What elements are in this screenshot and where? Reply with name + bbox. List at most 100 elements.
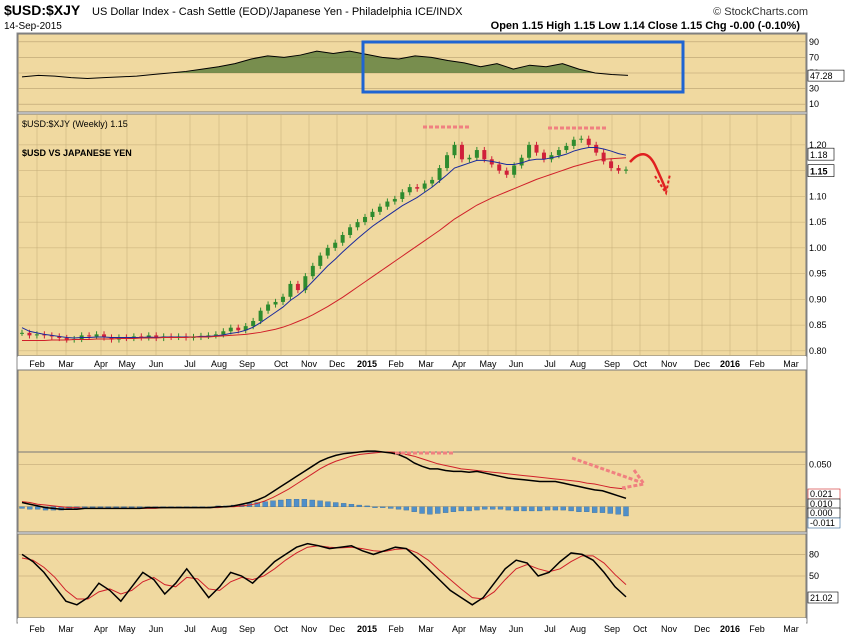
price-current-label: 1.18 [810,150,828,160]
candle-body [87,335,92,337]
macd-histogram-bar [615,506,621,515]
candle-body [504,170,509,175]
price-x-label: Jul [184,359,196,369]
macd-histogram-bar [466,506,472,512]
macd-histogram-bar [513,506,519,512]
candle-body [609,161,614,169]
macd-current-label: 0.000 [810,508,833,518]
price-x-label: Sep [604,359,620,369]
rsi-tick-label: 70 [809,52,819,62]
candle-body [139,336,144,338]
price-x-label: Oct [633,359,648,369]
macd-histogram-bar [380,506,386,508]
bottom-x-label: Nov [661,624,678,634]
macd-histogram-bar [97,506,104,508]
macd-histogram-bar [544,506,551,511]
bottom-x-label: Oct [274,624,289,634]
price-x-label: Mar [418,359,434,369]
macd-histogram-bar [552,506,559,511]
candle-body [564,145,569,151]
candle-body [467,157,472,160]
bottom-x-label: Jun [149,624,164,634]
macd-histogram-bar [105,506,111,508]
candle-body [541,152,546,160]
candle-body [437,168,442,180]
macd-current-label: 0.010 [810,499,833,509]
macd-histogram-bar [325,501,331,507]
candle-body [258,310,263,321]
candle-body [213,334,218,336]
bottom-x-label: Dec [329,624,346,634]
macd-line [21,450,627,511]
macd-histogram-bar [35,506,41,510]
stoch-tick-label: 50 [809,571,819,581]
candle-body [295,283,300,291]
candle-body [109,337,114,340]
macd-histogram-bar [529,506,535,512]
macd-histogram-bar [411,506,417,512]
macd-histogram-bar [278,499,284,507]
bottom-x-label: Feb [749,624,765,634]
rsi-fill-above [22,51,628,73]
slow-ma-line [22,157,627,342]
macd-histogram-bar [403,506,410,511]
macd-histogram-bar [607,506,613,514]
price-x-label: Dec [329,359,346,369]
price-axis-row [18,356,806,370]
candle-body [370,211,375,217]
bottom-axis-row [18,618,806,632]
candle-body [556,150,561,156]
macd-dash-arrow [571,456,647,490]
price-tick-label: 1.10 [809,191,827,201]
candle-body [519,157,524,166]
macd-histogram-bar [482,506,488,510]
rsi-tick-label: 10 [809,99,819,109]
price-x-label: Jul [544,359,556,369]
candle-body [146,335,151,338]
macd-panel [17,451,807,533]
price-tick-label: 0.85 [809,320,827,330]
bottom-x-label: Mar [783,624,799,634]
macd-histogram-bar [419,506,425,514]
rsi-line [21,50,629,79]
macd-histogram-bar [560,506,566,511]
candle-body [34,334,39,336]
bottom-x-label: Aug [570,624,586,634]
candle-body [549,155,554,160]
candle-body [385,201,390,207]
macd-histogram-bar [568,506,574,512]
price-x-label: Apr [94,359,108,369]
bottom-x-label: Apr [94,624,108,634]
price-x-label: May [479,359,497,369]
price-x-label: 2015 [357,359,377,369]
price-x-label: Jun [509,359,524,369]
price-x-label: Apr [452,359,466,369]
bottom-x-label: May [479,624,497,634]
price-x-label: Dec [694,359,711,369]
price-x-label: Nov [301,359,318,369]
price-x-label: Feb [749,359,765,369]
price-panel-label: $USD:$XJY (Weekly) 1.15 [22,119,128,129]
candle-body [94,334,99,337]
candle-body [243,326,248,331]
price-tick-label: 0.95 [809,269,827,279]
candle-body [430,179,435,184]
price-x-label: May [118,359,136,369]
macd-histogram-bar [576,506,582,512]
candle-body [616,168,621,171]
macd-histogram-bar [129,506,135,508]
symbol-title: $USD:$XJY [4,2,81,18]
price-x-label: Aug [211,359,227,369]
candle-body [340,235,345,243]
candle-body [49,335,54,337]
candle-body [303,276,308,291]
candle-body [310,265,315,277]
macd-histogram-bar [584,506,590,512]
price-x-label: Feb [29,359,45,369]
macd-histogram-bar [262,501,268,507]
rsi-tick-label: 30 [809,84,819,94]
price-tick-label: 1.00 [809,243,827,253]
price-x-label: Aug [570,359,586,369]
price-tick-label: 0.90 [809,294,827,304]
price-tick-label: 1.05 [809,217,827,227]
